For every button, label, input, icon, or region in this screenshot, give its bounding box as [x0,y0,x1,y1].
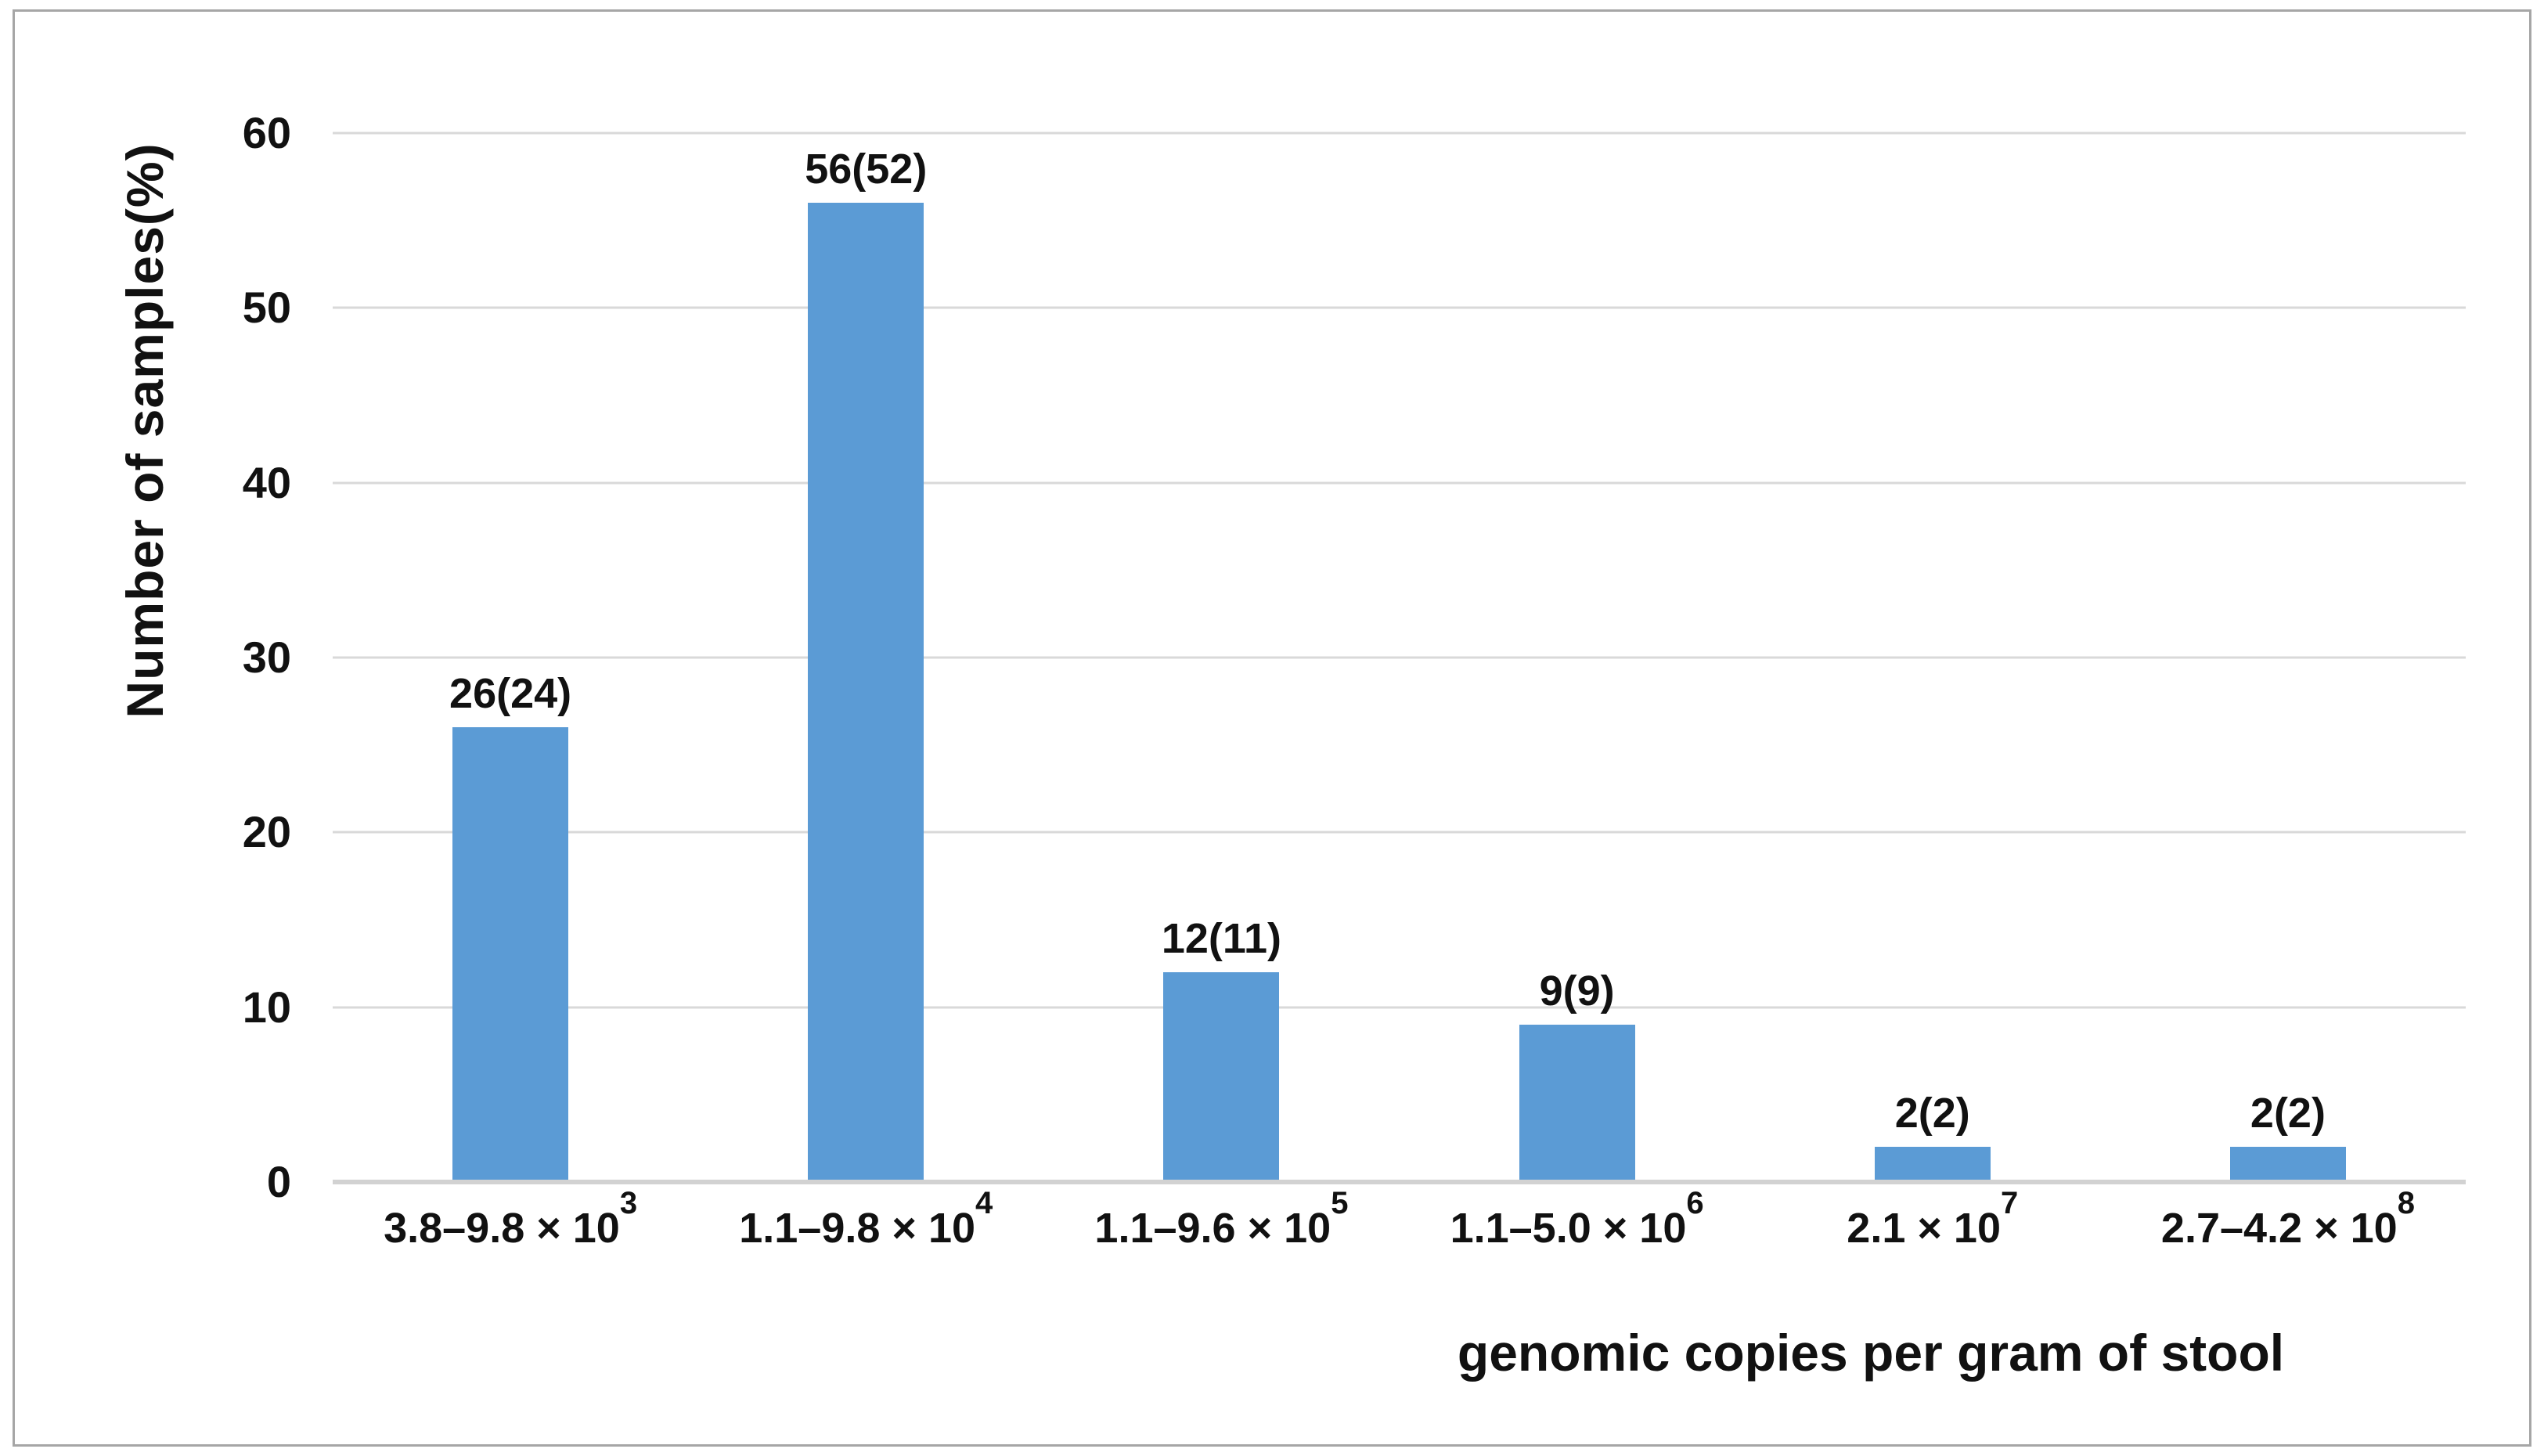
gridline [333,306,2466,309]
plot-area: 26(24) 56(52) 12(11) 9(9) 2(2) 2(2) [333,132,2466,1184]
x-tick-label: 2.1 × 107 [1755,1188,2110,1252]
x-tick-label: 3.8–9.8 × 103 [333,1188,688,1252]
bar-value-label: 26(24) [449,670,572,718]
figure-border [13,9,2531,1447]
x-tick-label-base: 2.7–4.2 × 10 [2160,1205,2398,1252]
bar [1874,1147,1991,1182]
x-tick-label-exponent: 8 [2397,1186,2415,1220]
bar-value-label: 9(9) [1539,968,1615,1015]
x-tick-label: 1.1–5.0 × 106 [1400,1188,1755,1252]
x-tick-label-base: 1.1–5.0 × 10 [1450,1205,1687,1252]
bar-value-label: 2(2) [2250,1090,2326,1137]
y-tick-label: 20 [242,807,291,857]
x-tick-label-base: 3.8–9.8 × 10 [384,1205,620,1252]
bar-value-label: 2(2) [1894,1090,1970,1137]
bar [1163,972,1280,1182]
bar-value-label: 56(52) [805,146,928,193]
x-tick-label-exponent: 5 [1331,1186,1349,1220]
bar-slot: 56(52) [688,133,1043,1182]
gridline [333,656,2466,659]
y-tick-label: 60 [242,108,291,157]
x-tick-label-base: 2.1 × 10 [1847,1205,2001,1252]
x-tick-label-base: 1.1–9.8 × 10 [739,1205,976,1252]
bar-value-label: 12(11) [1161,915,1281,962]
bar [452,727,569,1182]
bar [808,203,924,1182]
bar [1519,1025,1635,1182]
x-tick-label-exponent: 3 [619,1186,638,1220]
bar-slot: 12(11) [1043,133,1399,1182]
x-tick-label: 1.1–9.6 × 105 [1043,1188,1399,1252]
gridline [333,481,2466,485]
gridline [333,831,2466,834]
gridline [333,132,2466,135]
y-tick-label: 30 [242,632,291,682]
y-axis-tick-labels: 0 10 20 30 40 50 60 [0,111,291,1204]
x-tick-label: 2.7–4.2 × 108 [2110,1188,2466,1252]
y-tick-label: 50 [242,283,291,333]
x-tick-label-exponent: 4 [975,1186,993,1220]
x-tick-label-exponent: 6 [1686,1186,1704,1220]
gridline [333,1006,2466,1009]
bar-slot: 9(9) [1400,133,1755,1182]
x-axis-line [333,1180,2466,1184]
x-axis-tick-labels: 3.8–9.8 × 103 1.1–9.8 × 104 1.1–9.6 × 105 1… [333,1188,2466,1252]
y-tick-label: 10 [242,982,291,1032]
x-tick-label-exponent: 7 [2000,1186,2019,1220]
bar-slot: 2(2) [2110,133,2466,1182]
x-tick-label: 1.1–9.8 × 104 [688,1188,1043,1252]
y-tick-label: 40 [242,457,291,507]
x-axis-title: genomic copies per gram of stool [1457,1324,2285,1382]
y-tick-label: 0 [266,1157,291,1206]
bar-slot: 26(24) [333,133,688,1182]
bars-container: 26(24) 56(52) 12(11) 9(9) 2(2) 2(2) [333,133,2466,1182]
bar-slot: 2(2) [1755,133,2110,1182]
bar [2229,1147,2346,1182]
x-tick-label-base: 1.1–9.6 × 10 [1094,1205,1331,1252]
